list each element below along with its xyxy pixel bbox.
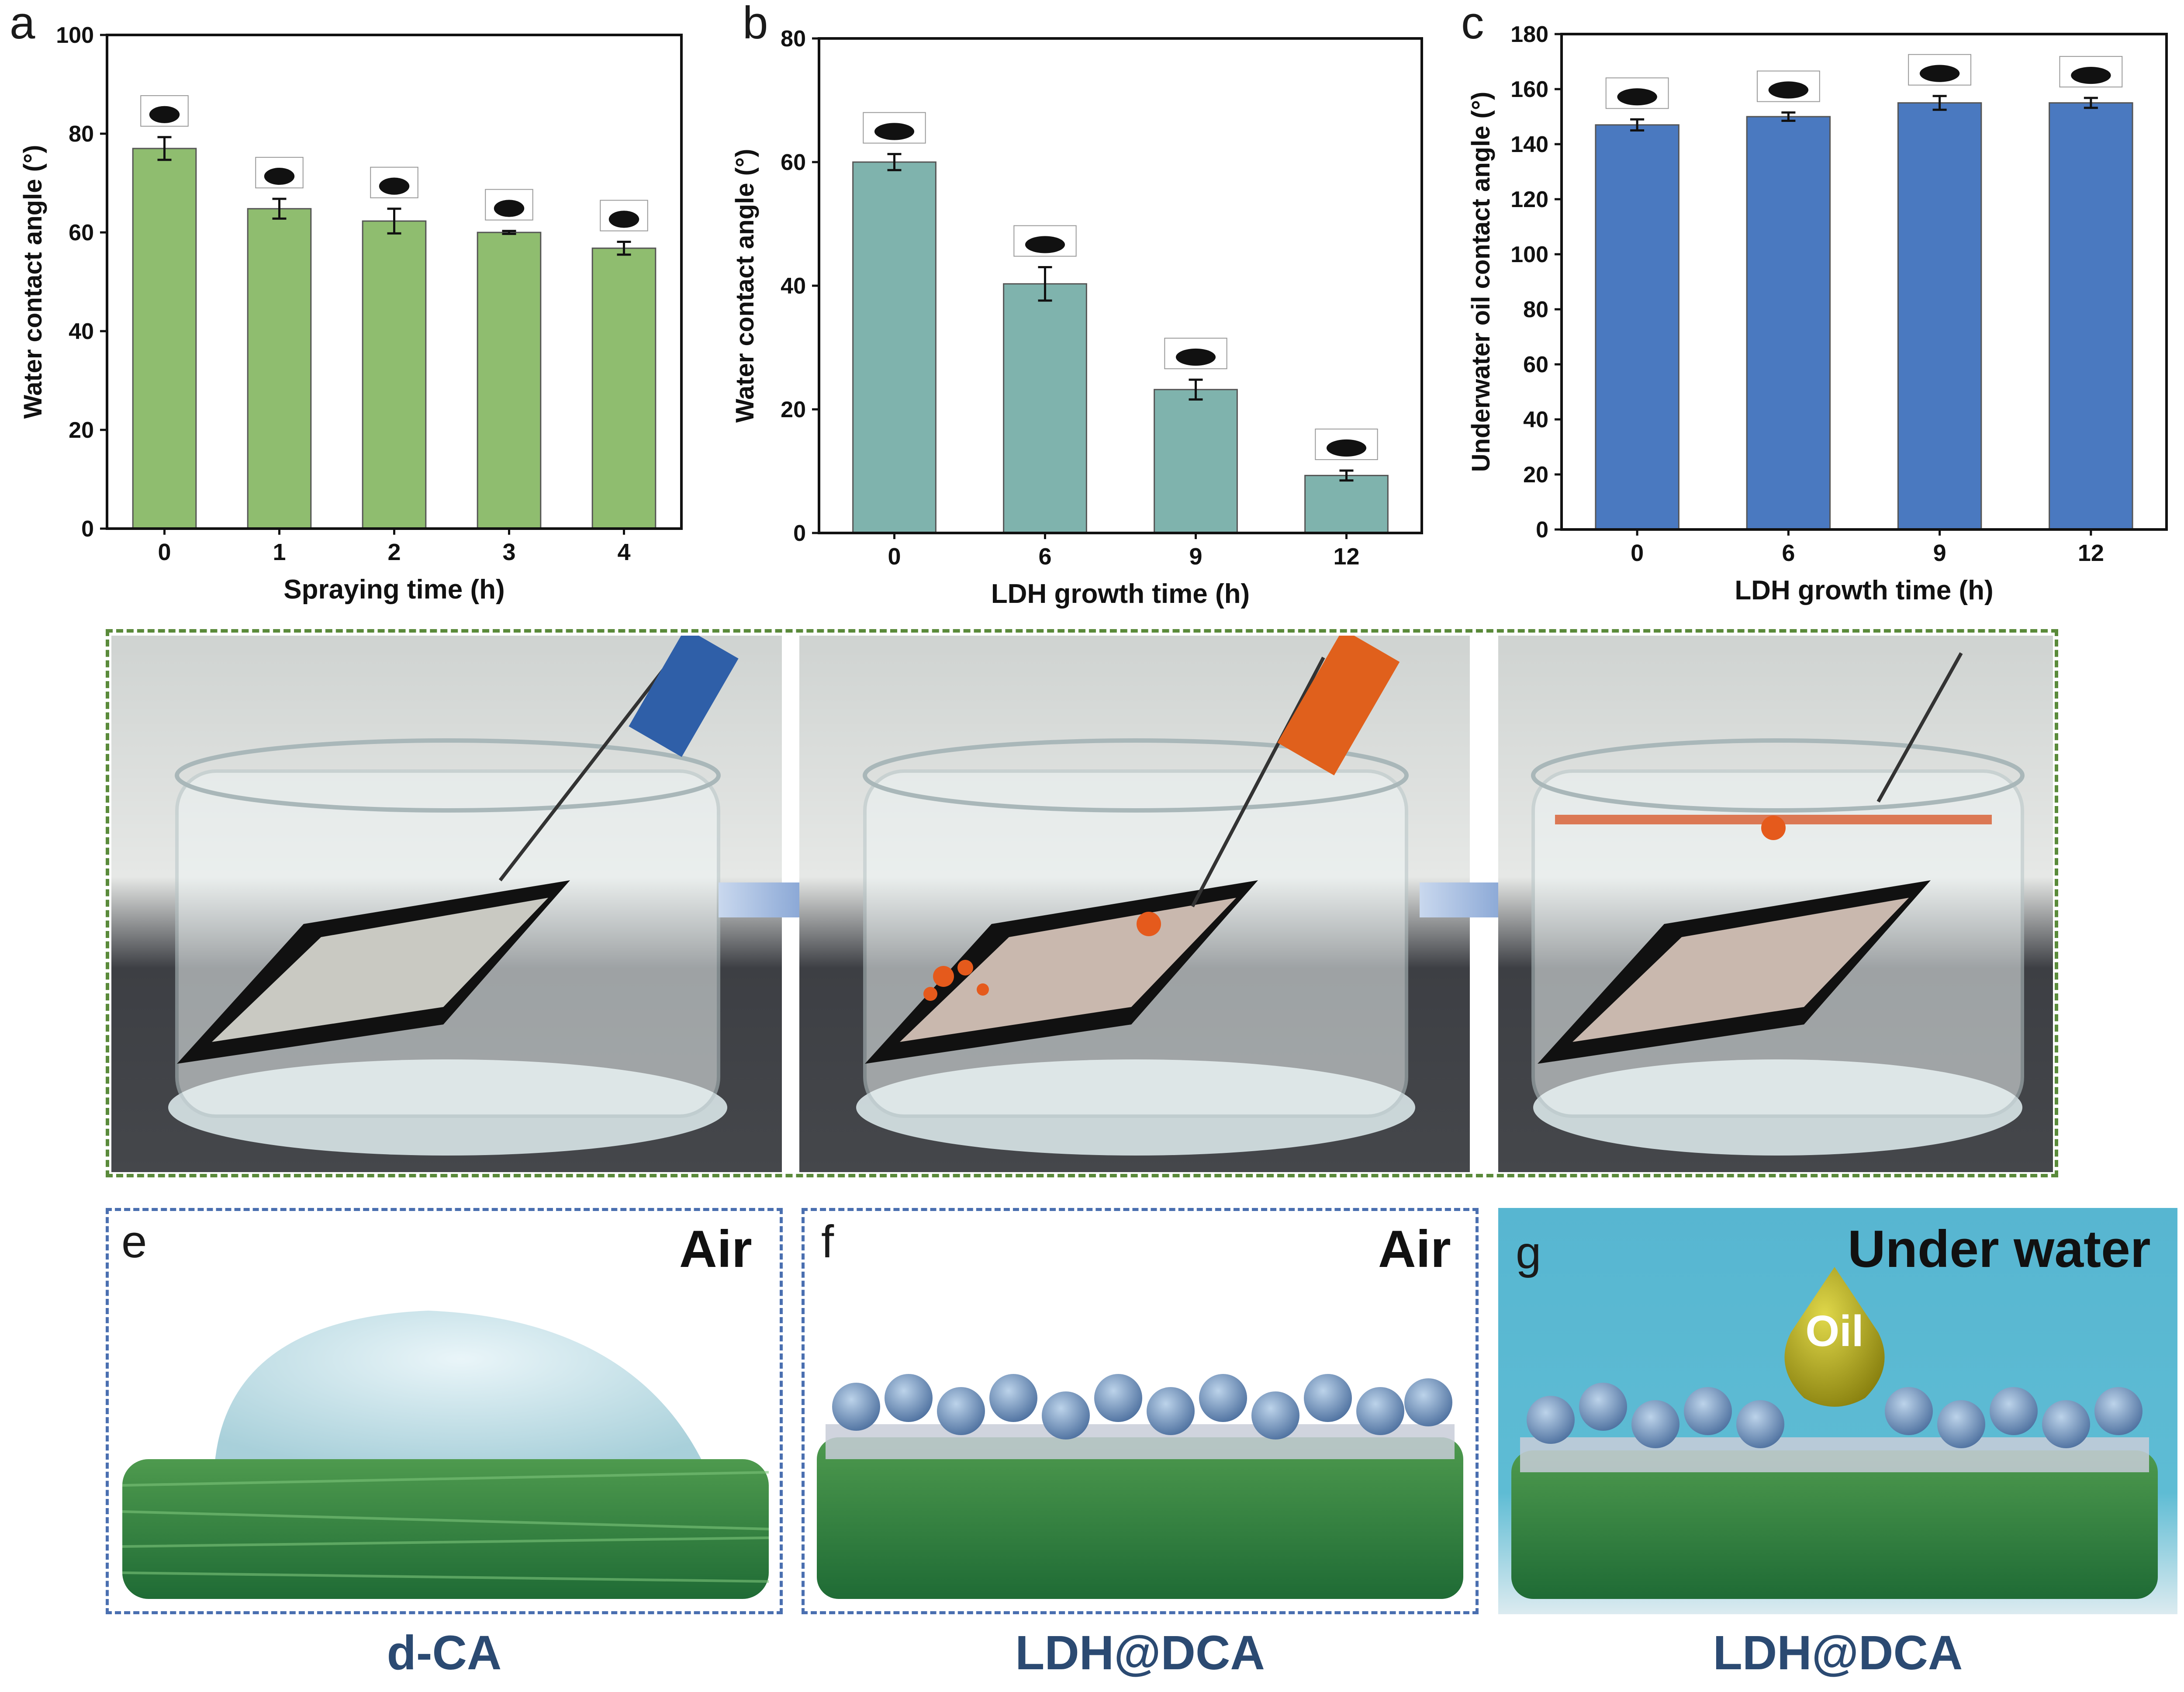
condition-label-g: Under water <box>1848 1220 2151 1278</box>
panel-letter-f: f <box>821 1216 834 1267</box>
ytick-label-a-5: 100 <box>56 23 94 48</box>
xtick-label-a-2: 2 <box>387 539 401 565</box>
oil-drop-icon <box>1784 1267 1885 1407</box>
xtick-label-a-3: 3 <box>502 539 515 565</box>
y-axis-label-b: Water contact angle (°) <box>731 149 759 423</box>
ytick-label-a-0: 0 <box>81 516 94 542</box>
x-axis-label-b: LDH growth time (h) <box>991 579 1250 609</box>
droplet-icon-a-4 <box>608 211 639 228</box>
ytick-label-c-6: 120 <box>1510 187 1548 212</box>
panel-letter-a: a <box>10 0 35 48</box>
droplet-icon-b-3 <box>1326 439 1367 457</box>
bar-b-0 <box>852 161 936 534</box>
xtick-label-b-0: 0 <box>888 543 901 570</box>
ytick-label-c-1: 20 <box>1523 462 1548 488</box>
ytick-label-b-2: 40 <box>781 273 806 299</box>
condition-label-e: Air <box>679 1220 752 1278</box>
droplet-icon-c-2 <box>1919 65 1960 82</box>
ytick-label-a-1: 20 <box>69 418 94 443</box>
droplet-icon-c-1 <box>1768 81 1809 99</box>
axes-frame-a <box>106 34 683 530</box>
caption-f: LDH@DCA <box>1015 1626 1265 1680</box>
ytick-label-b-3: 60 <box>781 150 806 175</box>
photo-step-3 <box>1498 636 2053 1172</box>
bar-c-3 <box>2049 102 2133 530</box>
axes-frame-c <box>1560 33 2168 531</box>
panel-letter-e: e <box>121 1216 147 1267</box>
droplet-icon-c-3 <box>2071 66 2111 84</box>
bar-c-0 <box>1595 124 1679 530</box>
xtick-label-c-3: 12 <box>2078 540 2104 566</box>
ytick-label-c-3: 60 <box>1523 352 1548 377</box>
beaker-oil-collected-illustration <box>1531 652 2025 1156</box>
ytick-label-c-9: 180 <box>1510 22 1548 47</box>
panel-f-frame <box>802 1208 1479 1614</box>
beaker-oil-injection-illustration <box>856 636 1415 1156</box>
xtick-label-a-1: 1 <box>273 539 286 565</box>
droplet-icon-a-0 <box>149 106 180 123</box>
condition-label-f: Air <box>1378 1220 1451 1278</box>
bar-a-0 <box>132 148 197 529</box>
bar-a-2 <box>362 220 427 529</box>
photo-step-1 <box>111 636 782 1172</box>
scheme-f-illustration <box>817 1374 1463 1599</box>
droplet-icon-b-0 <box>874 123 915 140</box>
ytick-label-c-7: 140 <box>1510 132 1548 157</box>
bar-b-2 <box>1154 389 1238 534</box>
ytick-label-a-2: 40 <box>69 319 94 344</box>
photo-step-2 <box>799 636 1470 1172</box>
scheme-e-illustration <box>122 1311 769 1599</box>
ytick-label-b-4: 80 <box>781 26 806 52</box>
xtick-label-a-0: 0 <box>158 539 171 565</box>
droplet-icon-a-1 <box>264 167 295 185</box>
bar-a-3 <box>477 232 542 529</box>
ytick-label-c-2: 40 <box>1523 407 1548 433</box>
bar-b-3 <box>1304 474 1389 534</box>
caption-e: d-CA <box>387 1626 502 1680</box>
panel-d-frame <box>106 629 2058 1177</box>
beaker-sample-illustration <box>168 636 739 1156</box>
ytick-label-b-1: 20 <box>781 397 806 422</box>
caption-g: LDH@DCA <box>1713 1626 1963 1680</box>
xtick-label-b-3: 12 <box>1333 543 1359 570</box>
x-axis-label-a: Spraying time (h) <box>283 574 505 605</box>
ytick-label-c-0: 0 <box>1536 517 1548 543</box>
y-axis-label-a: Water contact angle (°) <box>19 145 47 419</box>
ytick-label-c-4: 80 <box>1523 297 1548 322</box>
xtick-label-b-2: 9 <box>1189 543 1202 570</box>
ytick-label-a-4: 80 <box>69 121 94 147</box>
ytick-label-b-0: 0 <box>793 521 806 546</box>
oil-drop-label: Oil <box>1805 1307 1864 1356</box>
xtick-label-b-1: 6 <box>1038 543 1051 570</box>
xtick-label-a-4: 4 <box>617 539 630 565</box>
panel-letter-g: g <box>1516 1227 1541 1278</box>
xtick-label-c-1: 6 <box>1782 540 1795 566</box>
bar-b-1 <box>1003 283 1087 534</box>
droplet-icon-c-0 <box>1617 88 1657 106</box>
x-axis-label-c: LDH growth time (h) <box>1735 575 1993 606</box>
axes-frame-b <box>818 37 1423 534</box>
bar-a-1 <box>247 208 312 529</box>
bar-c-1 <box>1746 116 1831 530</box>
panel-e-frame <box>106 1208 783 1614</box>
panel-letter-b: b <box>743 0 768 48</box>
panel-letter-c: c <box>1461 0 1484 48</box>
droplet-icon-a-3 <box>494 200 525 217</box>
y-axis-label-c: Underwater oil contact angle (°) <box>1467 92 1495 472</box>
ytick-label-c-8: 160 <box>1510 77 1548 102</box>
scheme-g-illustration <box>1511 1267 2158 1599</box>
droplet-icon-a-2 <box>379 177 410 195</box>
ytick-label-c-5: 100 <box>1510 242 1548 267</box>
bar-c-2 <box>1897 102 1982 530</box>
bar-a-4 <box>591 247 657 529</box>
droplet-icon-b-1 <box>1025 236 1065 253</box>
xtick-label-c-2: 9 <box>1933 540 1946 566</box>
xtick-label-c-0: 0 <box>1631 540 1644 566</box>
ytick-label-a-3: 60 <box>69 220 94 246</box>
droplet-icon-b-2 <box>1175 348 1216 366</box>
